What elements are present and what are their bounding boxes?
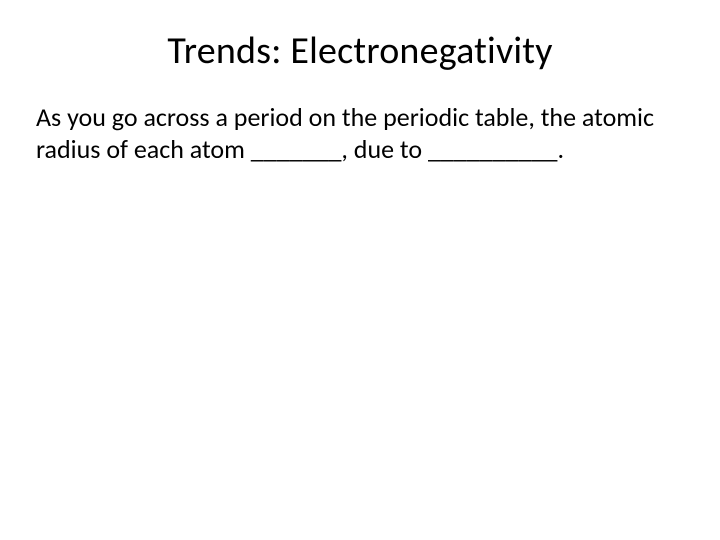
slide-body-text: As you go across a period on the periodi… xyxy=(36,102,684,165)
slide-title: Trends: Electronegativity xyxy=(36,28,684,74)
slide-container: Trends: Electronegativity As you go acro… xyxy=(0,0,720,540)
